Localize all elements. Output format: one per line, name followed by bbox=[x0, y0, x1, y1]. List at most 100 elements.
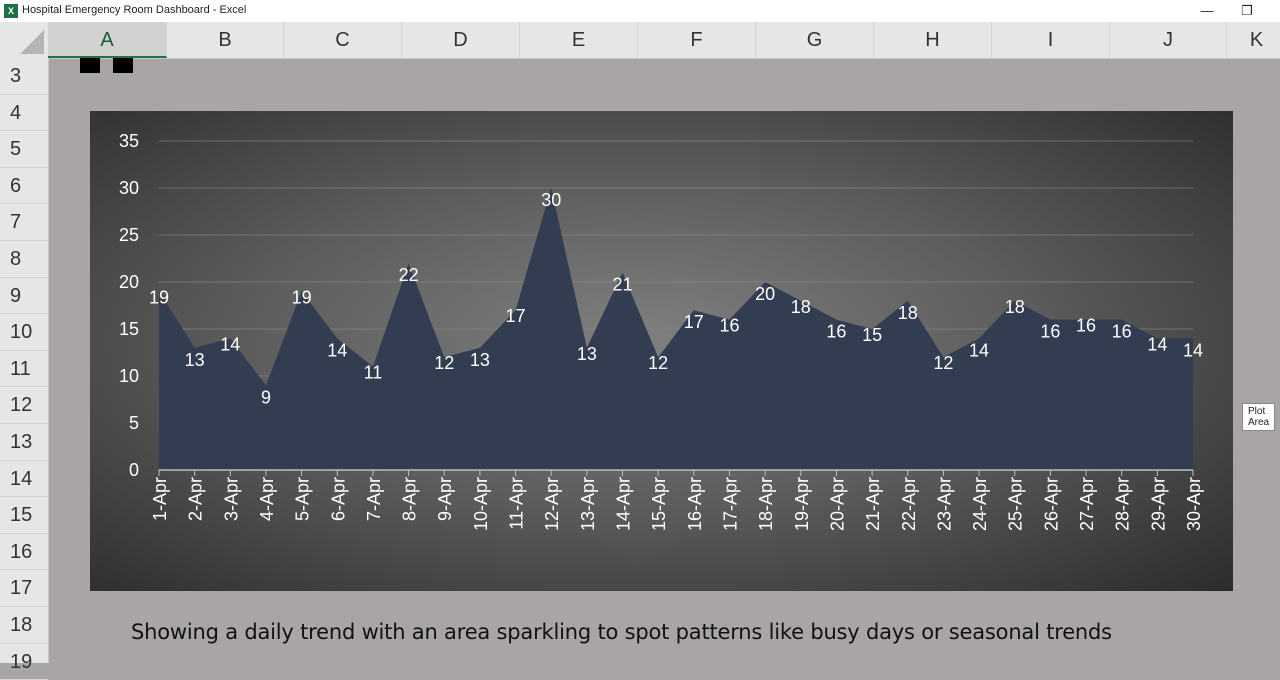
x-tick-label: 27-Apr bbox=[1077, 477, 1097, 531]
y-tick-label: 35 bbox=[119, 131, 139, 151]
data-label: 12 bbox=[434, 353, 454, 373]
data-label: 15 bbox=[862, 325, 882, 345]
plot-area-tooltip: Plot Area bbox=[1242, 403, 1276, 431]
column-header-g[interactable]: G bbox=[756, 22, 874, 58]
row-header-7[interactable]: 7 bbox=[0, 204, 48, 241]
data-label: 20 bbox=[755, 284, 775, 304]
y-tick-label: 25 bbox=[119, 225, 139, 245]
restore-button[interactable]: ❐ bbox=[1241, 3, 1253, 18]
row-header-11[interactable]: 11 bbox=[0, 351, 48, 388]
x-tick-label: 22-Apr bbox=[899, 477, 919, 531]
y-tick-label: 30 bbox=[119, 178, 139, 198]
select-all-triangle-icon bbox=[20, 30, 44, 54]
x-tick-label: 30-Apr bbox=[1184, 477, 1204, 531]
column-header-k[interactable]: K bbox=[1227, 22, 1280, 58]
y-tick-label: 5 bbox=[129, 413, 139, 433]
x-tick-label: 29-Apr bbox=[1148, 477, 1168, 531]
row-header-14[interactable]: 14 bbox=[0, 461, 48, 498]
row-headers: 3 4 5 6 7 8 9 10 11 12 13 14 15 16 17 18 19 bbox=[0, 58, 49, 680]
minimize-button[interactable]: — bbox=[1200, 3, 1214, 18]
x-tick-label: 4-Apr bbox=[257, 477, 277, 521]
shape-square[interactable] bbox=[80, 58, 100, 73]
chart-svg: 0 5 10 15 20 25 30 35 1-Apr 19 2-Apr 13 3-Apr 14 4-Apr… bbox=[119, 131, 1204, 531]
data-label: 14 bbox=[969, 340, 989, 360]
column-header-c[interactable]: C bbox=[284, 22, 402, 58]
row-header-17[interactable]: 17 bbox=[0, 570, 48, 607]
data-label: 16 bbox=[826, 322, 846, 342]
data-label: 16 bbox=[1040, 322, 1060, 342]
x-tick-label: 16-Apr bbox=[685, 477, 705, 531]
row-header-10[interactable]: 10 bbox=[0, 314, 48, 351]
row-header-19[interactable]: 19 bbox=[0, 644, 48, 680]
x-tick-label: 11-Apr bbox=[507, 477, 527, 530]
x-tick-label: 10-Apr bbox=[471, 477, 491, 531]
data-label: 14 bbox=[1183, 340, 1203, 360]
x-tick-label: 12-Apr bbox=[542, 477, 562, 531]
row-header-16[interactable]: 16 bbox=[0, 534, 48, 571]
column-header-a[interactable]: A bbox=[48, 22, 167, 58]
column-header-d[interactable]: D bbox=[402, 22, 520, 58]
x-tick-label: 24-Apr bbox=[970, 477, 990, 531]
x-tick-label: 19-Apr bbox=[792, 477, 812, 531]
row-header-4[interactable]: 4 bbox=[0, 95, 48, 132]
area-chart[interactable]: 0 5 10 15 20 25 30 35 1-Apr 19 2-Apr 13 3-Apr 14 4-Apr… bbox=[90, 111, 1276, 591]
x-tick-label: 17-Apr bbox=[720, 477, 740, 531]
row-header-12[interactable]: 12 bbox=[0, 387, 48, 424]
data-label: 30 bbox=[541, 190, 561, 210]
data-label: 12 bbox=[648, 353, 668, 373]
row-header-9[interactable]: 9 bbox=[0, 278, 48, 315]
data-label: 13 bbox=[577, 344, 597, 364]
window-title: Hospital Emergency Room Dashboard - Exce… bbox=[22, 4, 247, 16]
row-header-5[interactable]: 5 bbox=[0, 131, 48, 168]
row-header-15[interactable]: 15 bbox=[0, 497, 48, 534]
x-tick-label: 26-Apr bbox=[1041, 477, 1061, 531]
shape-square[interactable] bbox=[113, 58, 133, 73]
data-label: 16 bbox=[1076, 316, 1096, 336]
excel-app-icon: X bbox=[4, 4, 18, 18]
x-tick-label: 1-Apr bbox=[150, 477, 170, 521]
x-tick-label: 18-Apr bbox=[756, 477, 776, 531]
row-header-3[interactable]: 3 bbox=[0, 58, 48, 95]
data-label: 14 bbox=[220, 334, 240, 354]
y-tick-label: 0 bbox=[129, 460, 139, 480]
data-label: 14 bbox=[327, 340, 347, 360]
x-tick-label: 20-Apr bbox=[827, 477, 847, 531]
column-header-f[interactable]: F bbox=[638, 22, 756, 58]
column-header-b[interactable]: B bbox=[167, 22, 284, 58]
x-tick-label: 8-Apr bbox=[400, 477, 420, 521]
data-label: 21 bbox=[613, 275, 633, 295]
data-label: 17 bbox=[684, 312, 704, 332]
x-tick-label: 23-Apr bbox=[934, 477, 954, 531]
x-tick-label: 7-Apr bbox=[364, 477, 384, 521]
x-tick-label: 25-Apr bbox=[1006, 477, 1026, 531]
data-label: 18 bbox=[1005, 297, 1025, 317]
x-tick-label: 13-Apr bbox=[578, 477, 598, 531]
x-tick-label: 9-Apr bbox=[435, 477, 455, 521]
column-header-j[interactable]: J bbox=[1110, 22, 1227, 58]
data-label: 14 bbox=[1147, 334, 1167, 354]
x-tick-label: 14-Apr bbox=[614, 477, 634, 531]
data-label: 9 bbox=[261, 387, 271, 407]
data-label: 16 bbox=[719, 316, 739, 336]
title-bar: X Hospital Emergency Room Dashboard - Ex… bbox=[0, 0, 1280, 22]
row-header-8[interactable]: 8 bbox=[0, 241, 48, 278]
data-label: 22 bbox=[399, 265, 419, 285]
x-tick-label: 2-Apr bbox=[186, 477, 206, 521]
data-label: 19 bbox=[292, 287, 312, 307]
x-tick-label: 21-Apr bbox=[863, 477, 883, 531]
column-header-e[interactable]: E bbox=[520, 22, 638, 58]
data-label: 16 bbox=[1112, 322, 1132, 342]
data-label: 19 bbox=[149, 287, 169, 307]
x-tick-label: 3-Apr bbox=[221, 477, 241, 521]
row-header-6[interactable]: 6 bbox=[0, 168, 48, 205]
data-label: 13 bbox=[185, 350, 205, 370]
select-all-button[interactable] bbox=[0, 22, 49, 58]
row-header-13[interactable]: 13 bbox=[0, 424, 48, 461]
column-header-h[interactable]: H bbox=[874, 22, 992, 58]
x-tick-label: 5-Apr bbox=[293, 477, 313, 521]
data-label: 17 bbox=[506, 306, 526, 326]
column-header-i[interactable]: I bbox=[992, 22, 1110, 58]
data-label: 12 bbox=[933, 353, 953, 373]
row-header-18[interactable]: 18 bbox=[0, 607, 48, 644]
